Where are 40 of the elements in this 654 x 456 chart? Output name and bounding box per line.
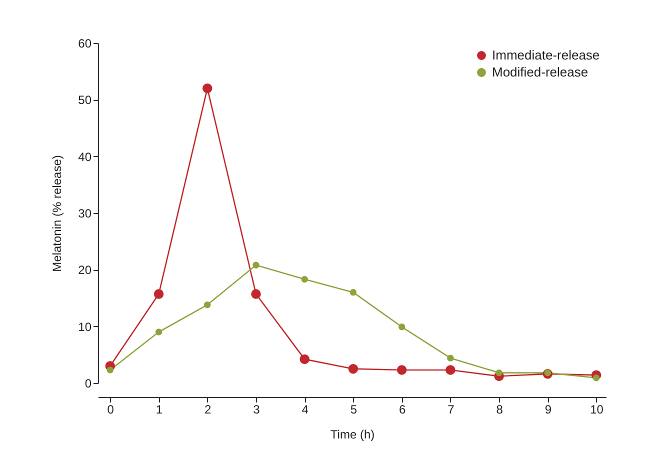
point xyxy=(446,365,456,375)
legend-label: Modified-release xyxy=(492,64,588,80)
point xyxy=(447,354,454,362)
y-tick-label: 60 xyxy=(78,36,92,50)
y-tick-label: 0 xyxy=(84,376,92,390)
x-tick-label: 4 xyxy=(302,402,309,416)
x-tick-label: 0 xyxy=(107,402,114,416)
point xyxy=(300,354,310,364)
point xyxy=(204,301,211,308)
legend-label: Immediate-release xyxy=(492,48,600,62)
point xyxy=(350,288,357,296)
x-axis-title: Time (h) xyxy=(330,428,375,442)
y-axis-title: Melatonin (% release) xyxy=(50,155,64,272)
point xyxy=(155,328,162,336)
x-tick-label: 3 xyxy=(253,402,260,416)
point xyxy=(496,369,502,376)
x-tick-label: 6 xyxy=(398,402,406,416)
point xyxy=(396,365,407,375)
x-tick-label: 7 xyxy=(448,402,455,416)
x-tick-label: 9 xyxy=(544,402,552,416)
y-tick-label: 30 xyxy=(78,206,92,220)
point xyxy=(202,83,212,94)
y-tick-label: 20 xyxy=(78,263,92,278)
x-tick-label: 8 xyxy=(496,402,504,416)
point xyxy=(251,289,261,299)
y-tick-label: 10 xyxy=(78,320,92,334)
point xyxy=(154,289,164,299)
point xyxy=(592,374,600,382)
y-tick-label: 40 xyxy=(78,150,92,164)
point xyxy=(252,262,260,268)
y-tick-label: 50 xyxy=(78,93,92,108)
x-tick-label: 5 xyxy=(350,402,358,416)
x-tick-label: 1 xyxy=(156,402,163,416)
point xyxy=(106,366,114,374)
point xyxy=(348,364,358,374)
point xyxy=(544,369,552,376)
point xyxy=(301,276,308,283)
x-tick-label: 10 xyxy=(590,402,604,416)
point xyxy=(398,324,406,330)
x-tick-label: 2 xyxy=(204,402,212,416)
